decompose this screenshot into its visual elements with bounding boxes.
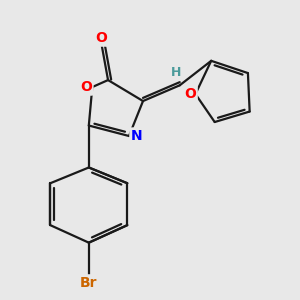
Text: O: O (184, 87, 196, 101)
Text: Br: Br (80, 276, 98, 290)
Text: O: O (80, 80, 92, 94)
Text: O: O (95, 31, 107, 45)
Text: N: N (131, 129, 142, 143)
Text: H: H (171, 65, 181, 79)
